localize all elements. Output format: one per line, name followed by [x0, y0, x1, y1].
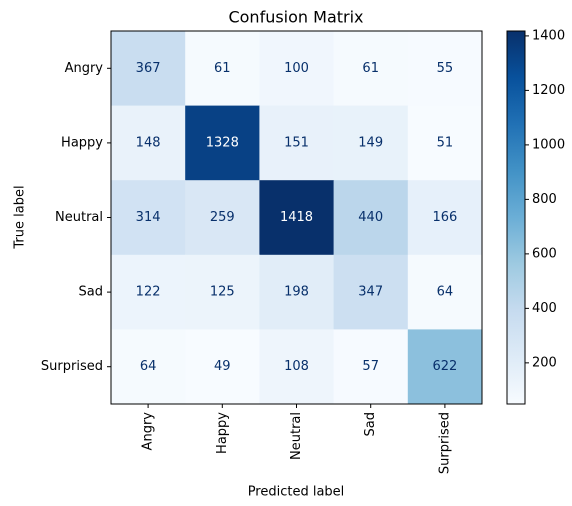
colorbar-tick-label: 600	[532, 246, 557, 261]
y-tick-label: Angry	[65, 61, 104, 76]
cell	[333, 105, 409, 181]
cell-label: 100	[284, 61, 309, 76]
cell	[111, 105, 186, 181]
cell-label: 55	[437, 61, 454, 76]
cell	[111, 329, 186, 405]
x-tick-label: Happy	[215, 412, 230, 454]
cell	[185, 180, 260, 256]
cell-label: 198	[284, 285, 309, 300]
cell	[259, 254, 335, 330]
cell	[333, 31, 409, 107]
x-tick-label: Neutral	[289, 412, 304, 460]
cell-label: 61	[214, 61, 231, 76]
cell	[259, 105, 335, 181]
cell-label: 61	[362, 61, 379, 76]
cell	[407, 105, 483, 181]
colorbar-tick-label: 1200	[532, 83, 565, 98]
cell-label: 51	[437, 135, 454, 150]
colorbar-tick-label: 1400	[532, 28, 565, 43]
cell-label: 367	[136, 61, 161, 76]
cell-label: 259	[210, 210, 235, 225]
x-tick-label: Sad	[363, 412, 378, 436]
cell-label: 149	[358, 135, 383, 150]
cell	[185, 254, 260, 330]
cell-label: 151	[284, 135, 309, 150]
cell	[407, 329, 483, 405]
cell	[259, 31, 335, 107]
cell-label: 64	[437, 285, 454, 300]
cell-label: 166	[432, 210, 457, 225]
y-tick-label: Neutral	[55, 210, 103, 225]
cell	[111, 254, 186, 330]
y-tick-label: Happy	[61, 135, 103, 150]
cell	[259, 329, 335, 405]
colorbar-tick-label: 800	[532, 192, 557, 207]
cell	[185, 31, 260, 107]
colorbar-tick-label: 1000	[532, 137, 565, 152]
x-tick-label: Surprised	[437, 412, 452, 474]
cell-label: 57	[362, 359, 379, 374]
cell	[111, 31, 186, 107]
cell	[259, 180, 335, 256]
x-tick-label: Angry	[141, 412, 156, 451]
cell	[185, 329, 260, 405]
cell-label: 49	[214, 359, 231, 374]
y-axis-label: True label	[13, 185, 28, 249]
colorbar-tick-label: 400	[532, 301, 557, 316]
cell-label: 64	[140, 359, 157, 374]
cell-label: 1418	[280, 210, 313, 225]
cell-label: 125	[210, 285, 235, 300]
cell	[185, 105, 260, 181]
cell-label: 622	[432, 359, 457, 374]
y-tick-label: Sad	[79, 285, 103, 300]
cell-label: 347	[358, 285, 383, 300]
cell-label: 148	[136, 135, 161, 150]
cell-label: 1328	[206, 135, 239, 150]
colorbar-tick-label: 200	[532, 355, 557, 370]
cell-label: 108	[284, 359, 309, 374]
cell	[407, 31, 483, 107]
cell	[407, 180, 483, 256]
cell	[407, 254, 483, 330]
cell-label: 440	[358, 210, 383, 225]
colorbar	[506, 30, 526, 405]
chart-title: Confusion Matrix	[228, 8, 363, 27]
cell-label: 122	[136, 285, 161, 300]
x-axis-label: Predicted label	[248, 485, 345, 500]
cell	[333, 254, 409, 330]
y-tick-label: Surprised	[41, 359, 103, 374]
cell	[111, 180, 186, 256]
cell	[333, 180, 409, 256]
cell-label: 314	[136, 210, 161, 225]
cell	[333, 329, 409, 405]
